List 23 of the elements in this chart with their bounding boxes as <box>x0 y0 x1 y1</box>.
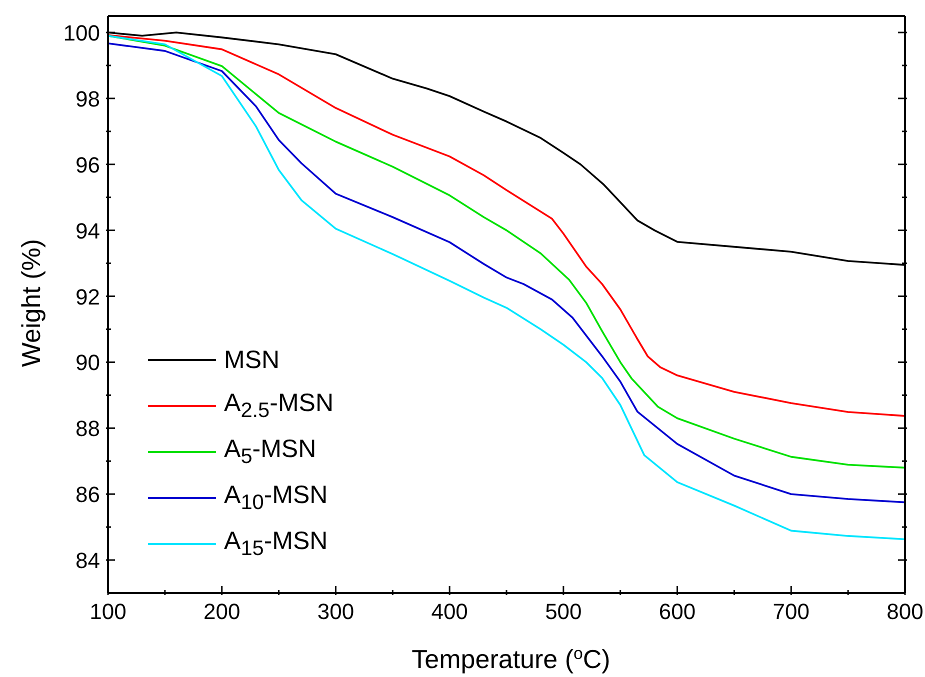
legend-label: A$_{10}$-MSN <box>224 481 328 515</box>
legend-label: MSN <box>224 346 280 374</box>
x-tick-label: 300 <box>317 599 354 624</box>
x-tick-label: 200 <box>204 599 240 624</box>
legend-label: A$_{5}$-MSN <box>224 435 316 469</box>
y-tick-label: 90 <box>76 350 100 376</box>
y-tick-label: 86 <box>76 482 100 508</box>
x-tick-label: 800 <box>886 599 924 624</box>
x-axis-title: Temperature ($^{o}$C) <box>412 644 610 674</box>
y-axis-title: Weight (%) <box>16 238 46 368</box>
x-tick-label: 600 <box>658 599 696 624</box>
y-tick-label: 88 <box>76 416 100 442</box>
y-tick-label: 96 <box>76 152 100 178</box>
y-tick-label: 100 <box>63 20 100 46</box>
y-tick-label: 94 <box>76 218 100 244</box>
legend-label: A$_{2.5}$-MSN <box>224 389 334 423</box>
y-tick-label: 92 <box>76 284 100 310</box>
legend-label: A$_{15}$-MSN <box>224 527 328 561</box>
x-tick-label: 700 <box>772 599 810 624</box>
y-tick-label: 98 <box>76 86 100 112</box>
x-tick-label: 400 <box>431 599 468 624</box>
x-tick-label: 500 <box>545 599 582 624</box>
y-tick-label: 84 <box>76 548 100 574</box>
